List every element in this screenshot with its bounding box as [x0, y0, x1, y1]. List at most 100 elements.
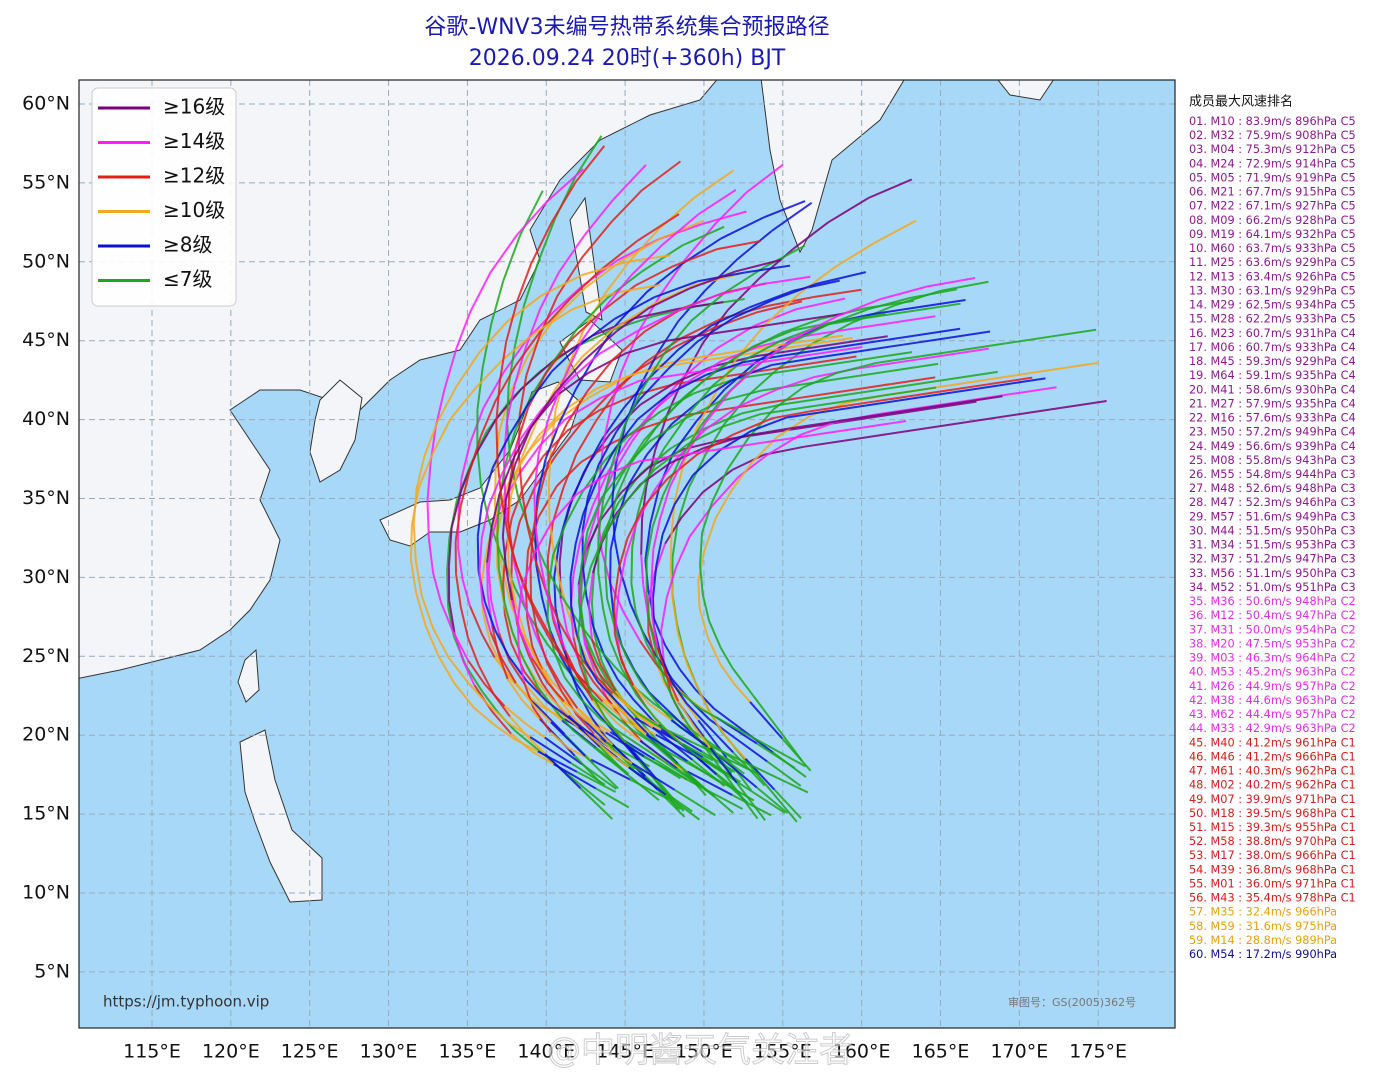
y-tick-label: 20°N	[22, 724, 70, 746]
legend-label: ≥8级	[163, 233, 212, 257]
x-tick-label: 120°E	[202, 1041, 260, 1063]
ranking-entry: 36. M12 : 50.4m/s 947hPa C2	[1189, 609, 1356, 622]
ranking-entry: 28. M47 : 52.3m/s 946hPa C3	[1189, 496, 1356, 509]
track-segment	[478, 536, 479, 570]
x-tick-label: 130°E	[360, 1041, 418, 1063]
ranking-entry: 39. M03 : 46.3m/s 964hPa C2	[1189, 652, 1356, 665]
track-segment	[698, 581, 699, 609]
ranking-entry: 14. M29 : 62.5m/s 934hPa C5	[1189, 299, 1356, 312]
ranking-entry: 29. M57 : 51.6m/s 949hPa C3	[1189, 510, 1356, 523]
ranking-entry: 40. M53 : 45.2m/s 963hPa C2	[1189, 666, 1356, 679]
ranking-entry: 01. M10 : 83.9m/s 896hPa C5	[1189, 115, 1356, 128]
ranking-entry: 35. M36 : 50.6m/s 948hPa C2	[1189, 595, 1356, 608]
ranking-entry: 22. M16 : 57.6m/s 933hPa C4	[1189, 412, 1356, 425]
track-segment	[651, 585, 652, 617]
ranking-entry: 41. M26 : 44.9m/s 957hPa C2	[1189, 680, 1356, 693]
ranking-entry: 04. M24 : 72.9m/s 914hPa C5	[1189, 157, 1356, 170]
ranking-entry: 19. M64 : 59.1m/s 935hPa C4	[1189, 369, 1356, 382]
ranking-entry: 45. M40 : 41.2m/s 961hPa C1	[1189, 736, 1356, 749]
ranking-entry: 30. M44 : 51.5m/s 950hPa C3	[1189, 524, 1356, 537]
track-segment	[427, 500, 428, 538]
ranking-entry: 46. M46 : 41.2m/s 966hPa C1	[1189, 750, 1356, 763]
ranking-entry: 21. M27 : 57.9m/s 935hPa C4	[1189, 397, 1356, 410]
ranking-entry: 23. M50 : 57.2m/s 949hPa C4	[1189, 426, 1356, 439]
subtitle: 2026.09.24 20时(+360h) BJT	[469, 46, 786, 71]
ranking-entry: 03. M04 : 75.3m/s 912hPa C5	[1189, 143, 1356, 156]
track-segment	[549, 483, 550, 520]
y-tick-label: 60°N	[22, 93, 70, 115]
x-tick-label: 135°E	[439, 1041, 497, 1063]
ranking-entry: 07. M22 : 67.1m/s 927hPa C5	[1189, 200, 1356, 213]
ranking-entry: 33. M56 : 51.1m/s 950hPa C3	[1189, 567, 1356, 580]
ranking-entry: 32. M37 : 51.2m/s 947hPa C3	[1189, 553, 1356, 566]
ranking-entry: 51. M15 : 39.3m/s 955hPa C1	[1189, 821, 1356, 834]
ranking-entry: 24. M49 : 56.6m/s 939hPa C4	[1189, 440, 1356, 453]
ranking-entry: 31. M34 : 51.5m/s 953hPa C3	[1189, 539, 1356, 552]
ranking-entry: 43. M62 : 44.4m/s 957hPa C2	[1189, 708, 1356, 721]
ranking-entry: 42. M38 : 44.6m/s 963hPa C2	[1189, 694, 1356, 707]
ranking-entry: 02. M32 : 75.9m/s 908hPa C5	[1189, 129, 1356, 142]
track-segment	[641, 519, 642, 555]
track-segment	[487, 563, 488, 594]
y-tick-label: 45°N	[22, 329, 70, 351]
y-tick-label: 5°N	[34, 960, 70, 982]
ranking-entry: 25. M08 : 55.8m/s 943hPa C3	[1189, 454, 1356, 467]
y-tick-label: 55°N	[22, 171, 70, 193]
y-tick-label: 50°N	[22, 250, 70, 272]
y-tick-label: 40°N	[22, 408, 70, 430]
x-tick-label: 115°E	[123, 1041, 181, 1063]
ranking-entry: 52. M58 : 38.8m/s 970hPa C1	[1189, 835, 1356, 848]
ranking-entry: 18. M45 : 59.3m/s 929hPa C4	[1189, 355, 1356, 368]
ranking-entry: 49. M07 : 39.9m/s 971hPa C1	[1189, 793, 1356, 806]
ranking-entry: 09. M19 : 64.1m/s 932hPa C5	[1189, 228, 1356, 241]
ranking-entry: 12. M13 : 63.4m/s 926hPa C5	[1189, 270, 1356, 283]
legend-label: ≥12级	[163, 164, 225, 188]
ranking-entry: 16. M23 : 60.7m/s 931hPa C4	[1189, 327, 1356, 340]
ranking-entry: 27. M48 : 52.6m/s 948hPa C3	[1189, 482, 1356, 495]
x-tick-label: 175°E	[1069, 1041, 1127, 1063]
ranking-entry: 06. M21 : 67.7m/s 915hPa C5	[1189, 186, 1356, 199]
legend-label: ≥10级	[163, 198, 225, 222]
ranking-entry: 47. M61 : 40.3m/s 962hPa C1	[1189, 765, 1356, 778]
y-tick-label: 10°N	[22, 882, 70, 904]
ranking-entry: 20. M41 : 58.6m/s 930hPa C4	[1189, 383, 1356, 396]
x-tick-label: 165°E	[912, 1041, 970, 1063]
ranking-entry: 34. M52 : 51.0m/s 951hPa C3	[1189, 581, 1356, 594]
ranking-entry: 08. M09 : 66.2m/s 928hPa C5	[1189, 214, 1356, 227]
x-tick-label: 125°E	[281, 1041, 339, 1063]
ranking-entry: 11. M25 : 63.6m/s 929hPa C5	[1189, 256, 1356, 269]
ranking-entry: 37. M31 : 50.0m/s 954hPa C2	[1189, 623, 1356, 636]
ranking-entry: 59. M14 : 28.8m/s 989hPa	[1189, 934, 1337, 947]
track-segment	[631, 547, 632, 583]
approval-number: 审图号：GS(2005)362号	[1008, 995, 1136, 1009]
ranking-entry: 55. M01 : 36.0m/s 971hPa C1	[1189, 877, 1356, 890]
y-tick-label: 30°N	[22, 566, 70, 588]
watermark: @中明酱天气关注者	[547, 1031, 853, 1071]
ranking-entry: 53. M17 : 38.0m/s 966hPa C1	[1189, 849, 1356, 862]
track-segment	[495, 467, 496, 503]
ranking-entry: 54. M39 : 36.8m/s 968hPa C1	[1189, 863, 1356, 876]
ranking-entry: 58. M59 : 31.6m/s 975hPa	[1189, 920, 1337, 933]
ranking-entry: 38. M20 : 47.5m/s 953hPa C2	[1189, 637, 1356, 650]
track-segment	[571, 577, 572, 605]
ranking-entry: 60. M54 : 17.2m/s 990hPa	[1189, 948, 1337, 961]
track-segment	[598, 481, 599, 519]
legend-label: ≥14级	[163, 129, 225, 153]
ranking-entry: 26. M55 : 54.8m/s 944hPa C3	[1189, 468, 1356, 481]
ranking-entry: 44. M33 : 42.9m/s 963hPa C2	[1189, 722, 1356, 735]
legend-label: ≤7级	[163, 267, 212, 291]
title: 谷歌-WNV3未编号热带系统集合预报路径	[424, 15, 829, 40]
ranking-entry: 57. M35 : 32.4m/s 966hPa	[1189, 906, 1337, 919]
y-tick-label: 35°N	[22, 487, 70, 509]
ranking-entry: 10. M60 : 63.7m/s 933hPa C5	[1189, 242, 1356, 255]
track-segment	[411, 524, 412, 559]
ranking-title: 成员最大风速排名	[1189, 94, 1293, 110]
ranking-entry: 17. M06 : 60.7m/s 933hPa C4	[1189, 341, 1356, 354]
ranking-entry: 15. M28 : 62.2m/s 933hPa C5	[1189, 313, 1356, 326]
track-segment	[671, 536, 672, 569]
ranking-entry: 05. M05 : 71.9m/s 919hPa C5	[1189, 171, 1356, 184]
ranking-entry: 13. M30 : 63.1m/s 929hPa C5	[1189, 284, 1356, 297]
source-url: https://jm.typhoon.vip	[103, 993, 269, 1011]
track-segment	[496, 422, 497, 461]
